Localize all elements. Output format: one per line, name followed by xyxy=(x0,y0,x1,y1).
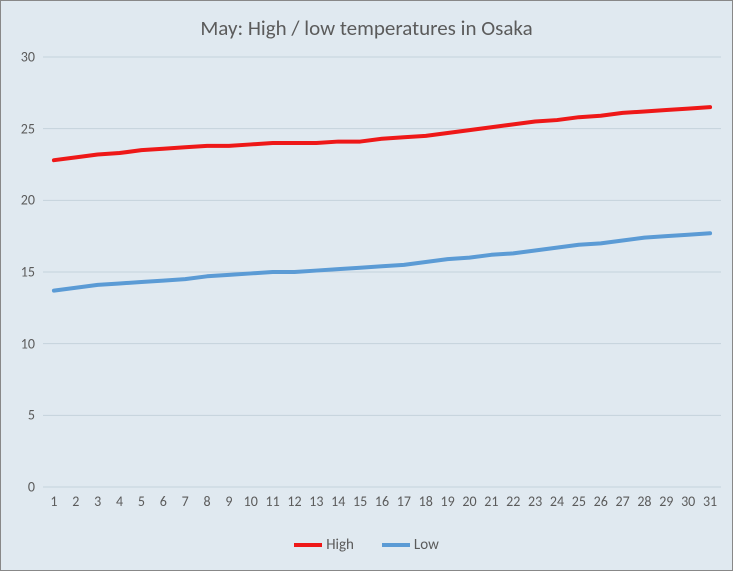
x-tick-label: 13 xyxy=(309,493,323,510)
x-tick-label: 17 xyxy=(397,493,411,510)
x-tick-label: 22 xyxy=(506,493,520,510)
legend-label: High xyxy=(326,536,354,554)
x-tick-label: 30 xyxy=(681,493,695,510)
chart-container: May: High / low temperatures in Osaka Hi… xyxy=(0,0,733,571)
x-tick-label: 4 xyxy=(116,493,123,510)
x-tick-label: 15 xyxy=(353,493,367,510)
x-tick-label: 12 xyxy=(287,493,301,510)
y-tick-label: 15 xyxy=(1,264,35,281)
y-tick-label: 5 xyxy=(1,407,35,424)
y-tick-label: 30 xyxy=(1,49,35,66)
x-tick-label: 8 xyxy=(203,493,210,510)
legend-item-low: Low xyxy=(382,536,439,554)
x-tick-label: 1 xyxy=(50,493,57,510)
x-tick-label: 27 xyxy=(615,493,629,510)
x-tick-label: 7 xyxy=(182,493,189,510)
x-tick-label: 29 xyxy=(659,493,673,510)
legend-label: Low xyxy=(414,536,439,554)
x-tick-label: 19 xyxy=(441,493,455,510)
chart-svg xyxy=(43,57,721,487)
x-tick-label: 6 xyxy=(160,493,167,510)
x-tick-label: 18 xyxy=(419,493,433,510)
x-tick-label: 2 xyxy=(72,493,79,510)
x-tick-label: 23 xyxy=(528,493,542,510)
x-tick-label: 10 xyxy=(244,493,258,510)
x-tick-label: 28 xyxy=(637,493,651,510)
x-tick-label: 5 xyxy=(138,493,145,510)
x-tick-label: 11 xyxy=(266,493,280,510)
series-line-low xyxy=(54,233,710,290)
legend-item-high: High xyxy=(294,536,354,554)
x-tick-label: 24 xyxy=(550,493,564,510)
legend-swatch xyxy=(294,543,322,547)
y-tick-label: 25 xyxy=(1,120,35,137)
x-tick-label: 14 xyxy=(331,493,345,510)
chart-legend: High Low xyxy=(1,536,732,554)
x-tick-label: 31 xyxy=(703,493,717,510)
y-tick-label: 0 xyxy=(1,479,35,496)
x-tick-label: 25 xyxy=(572,493,586,510)
x-tick-label: 20 xyxy=(462,493,476,510)
chart-title: May: High / low temperatures in Osaka xyxy=(1,15,732,41)
legend-swatch xyxy=(382,543,410,547)
x-tick-label: 21 xyxy=(484,493,498,510)
x-tick-label: 16 xyxy=(375,493,389,510)
series-line-high xyxy=(54,107,710,160)
x-tick-label: 9 xyxy=(225,493,232,510)
y-tick-label: 10 xyxy=(1,335,35,352)
y-tick-label: 20 xyxy=(1,192,35,209)
x-tick-label: 26 xyxy=(594,493,608,510)
plot-area xyxy=(43,57,721,487)
x-tick-label: 3 xyxy=(94,493,101,510)
